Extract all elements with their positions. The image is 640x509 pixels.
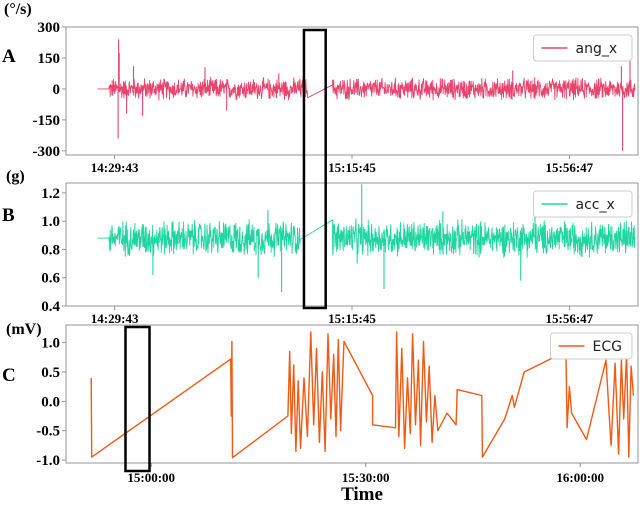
y-tick-label: 1.2 [41, 186, 60, 202]
x-tick-label: 15:56:47 [546, 311, 594, 326]
x-tick-label: 16:00:00 [556, 470, 604, 485]
highlight-box-motion [302, 28, 327, 310]
panel-label: A [2, 46, 16, 67]
y-tick-label: -300 [33, 144, 61, 160]
x-tick-label: 15:15:45 [328, 311, 376, 326]
unit-label: (g) [6, 168, 25, 185]
panel-label: C [2, 365, 16, 386]
legend [533, 34, 633, 62]
y-tick-label: 1.0 [41, 214, 60, 230]
series-acc-x-line [97, 218, 636, 258]
y-tick-label: 0.6 [41, 271, 60, 287]
y-tick-label: 300 [38, 20, 61, 36]
y-tick-label: 0 [53, 82, 61, 98]
panel-label: B [2, 205, 15, 226]
y-tick-label: -1.0 [36, 453, 60, 469]
legend-label: ang_x [576, 41, 618, 57]
x-tick-label: 14:29:43 [91, 160, 139, 175]
y-tick-label: 0.8 [41, 242, 60, 258]
legend [550, 332, 633, 360]
x-tick-label: 15:30:00 [342, 470, 390, 485]
y-tick-label: 1.0 [41, 336, 60, 352]
legend-label: ECG [593, 339, 622, 355]
x-tick-label: 15:56:47 [546, 160, 594, 175]
y-tick-label: 0.5 [41, 365, 60, 381]
panel-a: A (°/s) 300 150 0 -150 -300 14:29:43 15:15:45 15:… [2, 1, 639, 175]
legend-label: acc_x [576, 197, 615, 213]
panel-b: B (g) 1.2 1.0 0.8 0.6 0.4 14:29:43 15:15:45 15:56… [2, 168, 639, 326]
highlight-overlay [124, 28, 327, 473]
unit-label: (°/s) [4, 1, 32, 18]
highlight-box-ecg [124, 325, 151, 473]
panel-c: C (mV)1.0 0.5 0.0 -0.5 -1.0 15:00:00 15:30:00 16… [2, 321, 639, 485]
plot-frame [65, 324, 639, 464]
x-tick-label: 15:00:00 [127, 470, 175, 485]
y-tick-label: -0.5 [36, 424, 60, 440]
x-tick-label: 14:29:43 [91, 311, 139, 326]
y-tick-label: 0.4 [41, 299, 60, 315]
series-ecg-line [90, 331, 635, 459]
y-tick-label: 0.0 [41, 394, 60, 410]
legend [533, 190, 633, 218]
unit-label: (mV) [6, 321, 42, 338]
x-axis-label: Time [341, 484, 383, 505]
x-tick-label: 15:15:45 [328, 160, 376, 175]
series-ang-x-line [97, 76, 636, 101]
y-tick-label: -150 [33, 113, 61, 129]
y-tick-label: 150 [38, 51, 61, 67]
